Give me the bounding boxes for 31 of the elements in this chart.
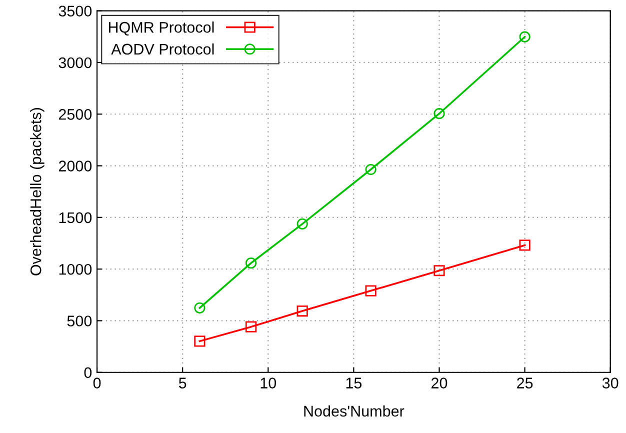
point [365, 164, 376, 176]
point [194, 302, 206, 314]
point [245, 321, 257, 332]
x-tick-label: 20 [432, 378, 448, 388]
point [519, 31, 530, 42]
x-tick-label: 30 [602, 378, 618, 388]
x-axis-title: Nodes'Number [304, 405, 404, 417]
y-tick-label: 3500 [58, 6, 92, 17]
point [245, 258, 257, 269]
y-tick-label: 500 [67, 316, 92, 326]
y-tick-label: 0 [84, 367, 92, 378]
x-tick-label: 15 [346, 378, 362, 388]
point [365, 285, 376, 296]
point [296, 218, 308, 230]
y-tick-label: 2000 [58, 160, 92, 172]
legend-label: AODV Protocol [111, 43, 214, 55]
x-tick-label: 5 [178, 378, 186, 388]
point [194, 336, 206, 347]
legend-label: HQMR Protocol [108, 22, 214, 36]
x-tick-label: 25 [517, 378, 533, 388]
point [434, 265, 445, 276]
y-tick-label: 3000 [58, 57, 92, 68]
y-axis-title: OverheadHello (packets) [30, 108, 44, 276]
y-tick-label: 1000 [59, 264, 92, 275]
point [434, 108, 445, 120]
point [296, 305, 308, 317]
y-tick-label: 1500 [59, 212, 92, 224]
x-tick-label: 10 [260, 378, 276, 388]
x-tick-label: 0 [93, 378, 101, 388]
point [519, 240, 530, 251]
y-tick-label: 2500 [58, 108, 92, 120]
